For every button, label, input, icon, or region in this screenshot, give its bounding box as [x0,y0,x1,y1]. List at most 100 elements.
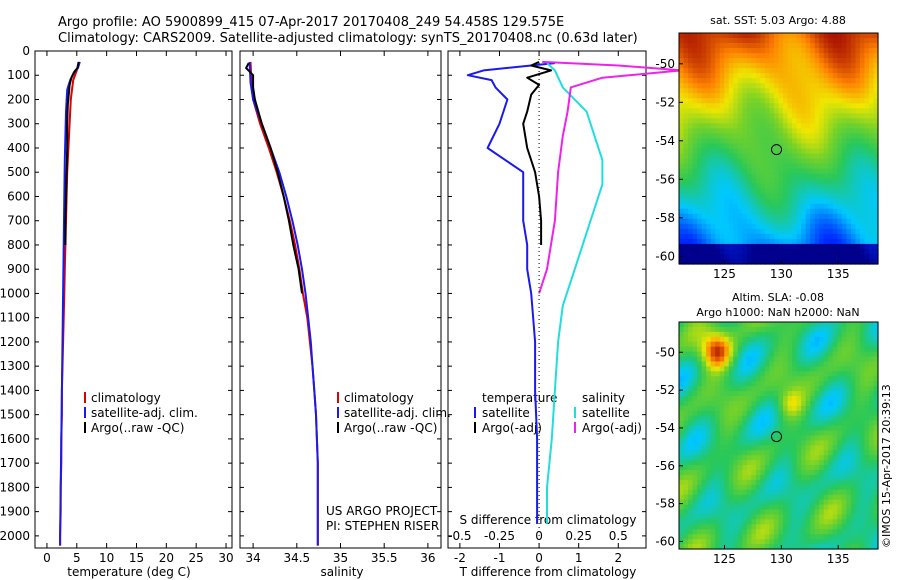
map-cell [841,509,847,516]
map-cell [710,58,716,64]
map-cell [810,430,816,437]
map-cell [701,326,707,333]
map-cell [837,484,843,491]
map-cell [737,253,743,260]
map-cell [742,376,748,382]
map-cell [837,430,843,437]
map-cell [697,460,703,466]
map-cell [692,78,698,84]
map-cell [769,43,775,49]
map-cell [692,539,698,545]
map-cell [755,208,762,215]
map-cell [855,445,861,451]
y-tick-label: 1300 [0,359,30,373]
map-cell [828,455,834,461]
map-cell [755,198,762,205]
map-cell [737,322,743,328]
map-cell [832,63,838,69]
map-cell [864,138,870,145]
map-cell [683,430,689,437]
map-cell [769,153,775,160]
map-cell [679,361,685,368]
map-cell [755,539,762,545]
map-cell [819,143,825,150]
map-cell [733,341,739,348]
map-cell [873,248,879,255]
map-cell [719,405,725,412]
map-cell [832,356,838,363]
map-cell [773,376,780,382]
map-cell [769,108,775,114]
map-cell [828,470,834,476]
map-cell [846,198,852,205]
map-cell [764,53,771,59]
map-cell [823,445,829,451]
map-cell [728,415,734,422]
map-cell [697,238,703,245]
map-cell [679,504,685,511]
map-cell [769,474,775,481]
map-cell [688,38,694,44]
map-cell [692,534,698,540]
map-cell [868,43,875,49]
map-cell [719,218,725,225]
map-cell [697,163,703,170]
map-cell [796,88,802,94]
map-cell [724,148,730,155]
map-cell [742,425,748,432]
map-cell [787,33,793,39]
map-cell [855,218,861,225]
map-cell [792,143,798,150]
map-cell [778,455,784,461]
map-cell [864,341,870,348]
map-cell [792,425,798,432]
map-cell [719,213,725,220]
map-cell [810,53,816,59]
map-cell [701,494,707,501]
map-cell [773,519,780,525]
map-cell [692,258,698,265]
map-cell [778,33,784,39]
map-cell [764,208,771,215]
map-cell [751,58,757,64]
map-cell [719,435,725,442]
map-cell [787,450,793,456]
map-cell [697,499,703,506]
map-cell [742,198,748,205]
map-cell [746,534,752,540]
map-cell [737,133,743,140]
map-cell [764,233,771,240]
map-cell [819,381,825,387]
map-cell [706,381,712,387]
map-cell [706,248,712,255]
map-cell [692,248,698,255]
map-cell [715,346,721,353]
map-cell [679,336,685,343]
map-cell [710,376,716,382]
map-cell [701,108,707,114]
map-cell [868,133,875,140]
map-cell [760,38,766,44]
map-cell [864,233,870,240]
map-cell [796,509,802,516]
map-cell [701,113,707,119]
map-cell [805,88,811,94]
map-cell [859,494,866,501]
map-cell [683,153,689,160]
map-cell [746,489,752,496]
map-cell [819,386,825,392]
map-cell [751,113,757,119]
map-cell [755,361,762,368]
map-cell [728,153,734,160]
map-cell [683,524,689,530]
legend-label: satellite-adj. clim. [91,406,198,420]
map-cell [850,420,856,427]
map-cell [692,450,698,456]
map-cell [778,356,784,363]
map-cell [724,203,730,210]
map-cell [814,381,820,387]
map-cell [710,544,716,550]
map-cell [764,405,771,412]
map-cell [787,228,793,235]
map-cell [832,118,838,124]
